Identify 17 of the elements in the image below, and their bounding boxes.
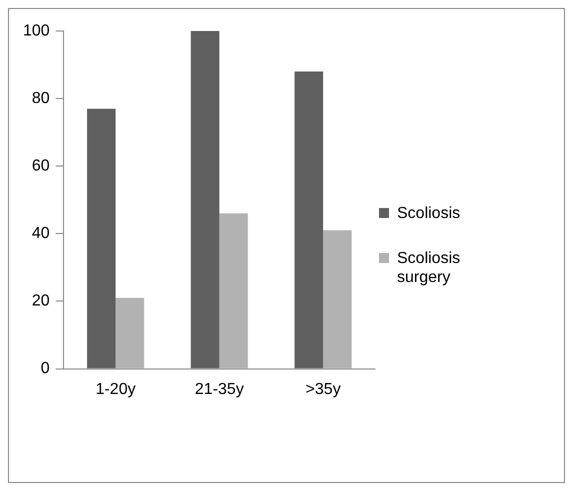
x-tick-label: 21-35y [194, 380, 244, 398]
y-tick-label: 20 [32, 292, 50, 310]
x-tick-label: >35y [306, 380, 341, 398]
y-tick-label: 40 [32, 225, 50, 242]
bar [87, 108, 116, 368]
bar [116, 298, 144, 368]
y-tick-label: 80 [32, 90, 50, 107]
bar [219, 213, 248, 368]
bar [190, 31, 220, 368]
y-tick-label: 60 [32, 158, 50, 175]
bar [294, 72, 324, 368]
y-tick-label: 0 [40, 360, 50, 378]
y-tick-label: 100 [22, 22, 50, 40]
bar [323, 230, 352, 368]
legend-label: Scoliosis surgery [397, 249, 462, 287]
x-tick-label: 1-20y [96, 380, 136, 398]
legend-label: Scoliosis [397, 204, 462, 223]
